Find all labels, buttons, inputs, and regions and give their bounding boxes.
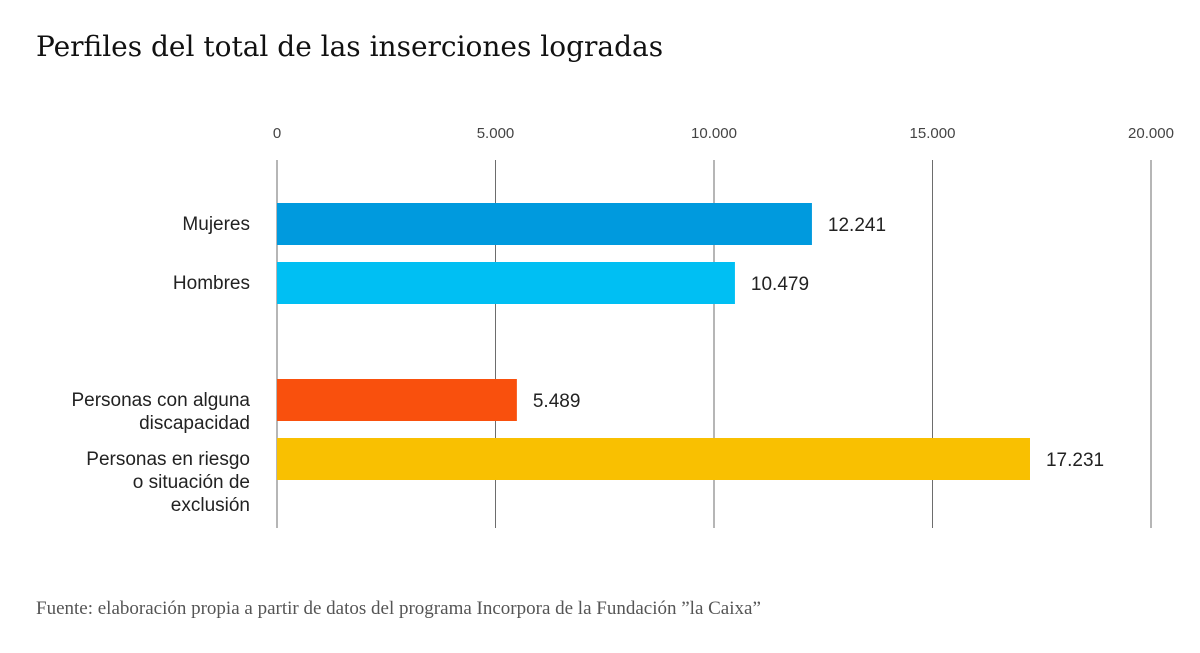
category-label-line: Personas en riesgo — [86, 449, 250, 470]
source-note: Fuente: elaboración propia a partir de d… — [36, 598, 761, 619]
bars — [277, 203, 1030, 480]
x-tick-label: 15.000 — [910, 125, 956, 142]
bar-value-label: 10.479 — [751, 274, 809, 295]
category-label-line: Hombres — [173, 273, 250, 294]
category-labels: Mujeres Hombres Personas con alguna discapa… — [71, 214, 250, 516]
x-axis-tick-labels: 0 5.000 10.000 15.000 20.000 — [273, 125, 1174, 142]
bar — [277, 379, 517, 421]
bar-value-label: 17.231 — [1046, 450, 1104, 471]
category-label-line: o situación de — [133, 472, 250, 493]
category-label-line: Personas con alguna — [71, 390, 250, 411]
category-label: Hombres — [173, 273, 250, 294]
category-label-line: discapacidad — [139, 413, 250, 434]
category-label-line: Mujeres — [182, 214, 250, 235]
category-label-line: exclusión — [171, 495, 250, 516]
value-labels: 12.241 10.479 5.489 17.231 — [533, 215, 1104, 471]
x-tick-label: 0 — [273, 125, 281, 142]
category-label: Mujeres — [182, 214, 250, 235]
x-tick-label: 10.000 — [691, 125, 737, 142]
bar — [277, 438, 1030, 480]
category-label: Personas en riesgo o situación de exclusió… — [86, 449, 250, 516]
x-tick-label: 5.000 — [477, 125, 515, 142]
x-tick-label: 20.000 — [1128, 125, 1174, 142]
bar — [277, 262, 735, 304]
category-label: Personas con alguna discapacidad — [71, 390, 250, 434]
bar — [277, 203, 812, 245]
chart-title: Perfiles del total de las inserciones lo… — [36, 30, 664, 63]
bar-value-label: 5.489 — [533, 391, 581, 412]
bar-value-label: 12.241 — [828, 215, 886, 236]
